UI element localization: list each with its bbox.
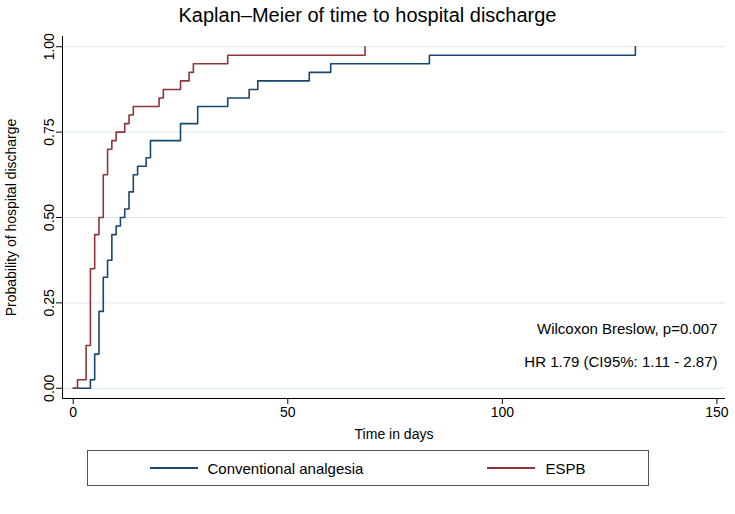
svg-text:1.00: 1.00	[41, 33, 57, 60]
svg-text:50: 50	[280, 404, 296, 420]
html-text:Conventional analgesia: Conventional analgesia	[207, 459, 364, 477]
svg-text:0.00: 0.00	[41, 374, 57, 401]
html-text:ESPB: ESPB	[545, 459, 586, 477]
svg-text:Wilcoxon Breslow, p=0.007: Wilcoxon Breslow, p=0.007	[537, 320, 718, 337]
svg-text:HR 1.79 (CI95%: 1.11 - 2.87): HR 1.79 (CI95%: 1.11 - 2.87)	[524, 353, 717, 370]
svg-text:Probability of hospital discha: Probability of hospital discharge	[3, 118, 19, 316]
svg-text:Time in days: Time in days	[355, 426, 434, 442]
svg-text:100: 100	[491, 404, 515, 420]
svg-text:0: 0	[69, 404, 77, 420]
svg-text:150: 150	[705, 404, 729, 420]
svg-text:0.75: 0.75	[41, 118, 57, 145]
svg-text:0.25: 0.25	[41, 289, 57, 316]
svg-text:0.50: 0.50	[41, 204, 57, 231]
html-text:Kaplan–Meier of time to hospit: Kaplan–Meier of time to hospital dischar…	[178, 4, 557, 26]
